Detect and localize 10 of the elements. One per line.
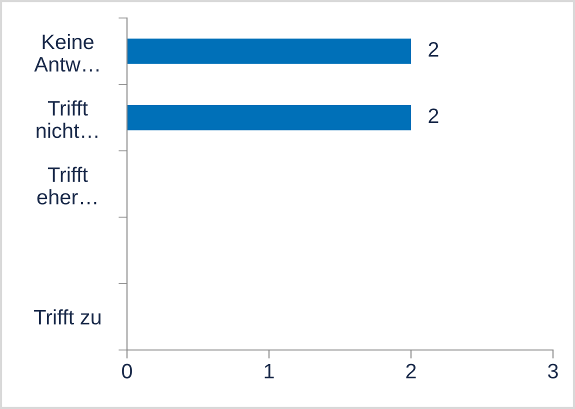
x-tick-label: 0 — [122, 364, 132, 378]
y-tick-label: Trifft nicht… — [36, 100, 98, 138]
x-tick-label: 1 — [264, 364, 274, 378]
data-label: 2 — [428, 108, 438, 123]
y-tick-label: Trifft eher… — [37, 166, 96, 204]
x-tick-label: 2 — [406, 364, 416, 378]
data-label: 2 — [428, 42, 438, 57]
y-tick-label: Keine Antw… — [34, 34, 98, 72]
x-tick-label: 3 — [548, 364, 558, 378]
y-tick-label: Trifft zu — [34, 309, 100, 325]
